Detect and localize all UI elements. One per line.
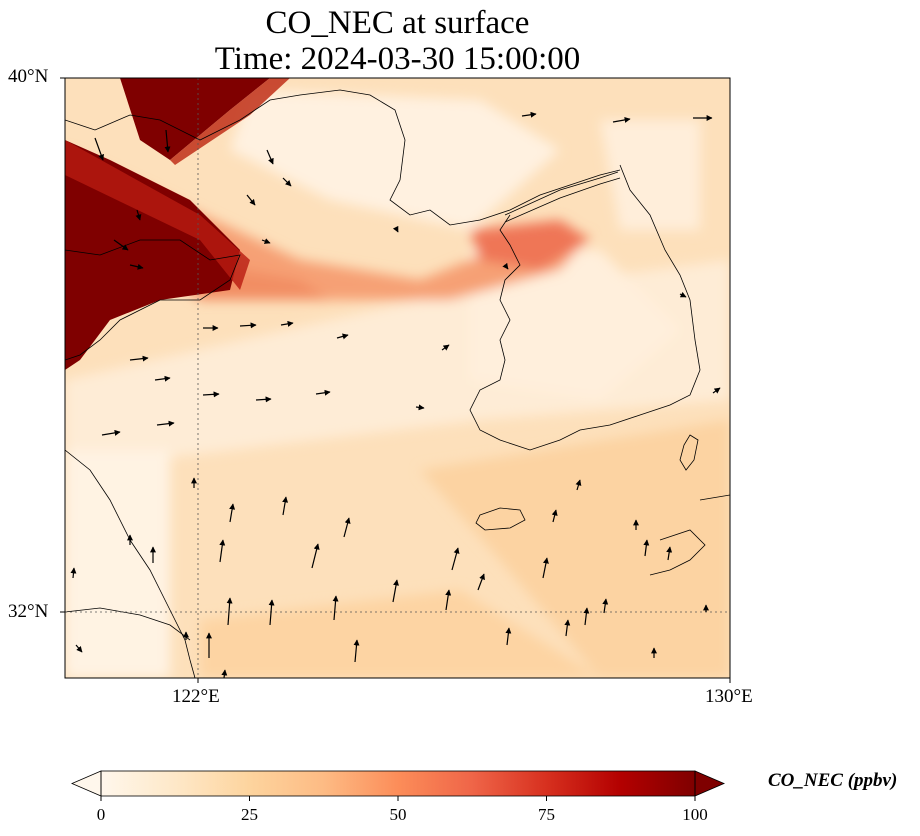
wind-arrow (164, 129, 171, 153)
colorbar-tick-75: 75 (538, 805, 555, 824)
wind-arrow (129, 263, 144, 270)
wind-arrow (261, 238, 271, 244)
gridlines (65, 78, 730, 678)
wind-arrow (226, 597, 233, 626)
wind-arrow (332, 595, 339, 621)
wind-arrow (219, 539, 226, 563)
colorbar-label: CO_NEC (ppbv) (768, 770, 898, 791)
wind-arrow (505, 627, 512, 646)
wind-arrow (135, 209, 142, 221)
colorbar-tick-0: 0 (96, 805, 106, 824)
wind-arrow (392, 225, 399, 233)
wind-arrow (311, 543, 320, 569)
wind-arrow (255, 396, 272, 403)
wind-arrow (521, 111, 537, 118)
lon-label-130e: 130°E (705, 686, 753, 707)
concentration-field (65, 78, 730, 678)
wind-arrow (643, 539, 650, 557)
wind-arrow (154, 375, 171, 382)
wind-arrow (266, 149, 274, 165)
wind-arrow (502, 262, 509, 270)
wind-arrow (129, 355, 149, 362)
wind-arrow (202, 391, 220, 398)
wind-arrow (239, 322, 257, 329)
wind-arrow (583, 607, 590, 626)
wind-arrow (75, 644, 83, 653)
wind-arrow (666, 546, 673, 561)
wind-arrow (575, 479, 582, 491)
map-frame (64, 77, 731, 679)
wind-arrow (477, 573, 485, 591)
wind-vectors (70, 111, 721, 679)
coastlines (65, 89, 730, 678)
wind-arrow (282, 496, 289, 516)
wind-arrow (451, 547, 460, 571)
wind-arrow (336, 333, 349, 340)
wind-arrow (679, 291, 687, 298)
wind-arrow (156, 420, 175, 427)
wind-arrow (113, 239, 129, 251)
map-title: CO_NEC at surface (265, 5, 530, 41)
colorbar-tick-50: 50 (389, 805, 407, 824)
wind-arrow (353, 639, 360, 663)
wind-arrow (70, 567, 77, 579)
colorbar-tick-25: 25 (241, 805, 258, 824)
lat-label-40n: 40°N (8, 66, 49, 87)
wind-arrow (94, 137, 104, 161)
wind-arrow (542, 557, 549, 579)
wind-arrow (246, 194, 256, 206)
wind-arrow (268, 599, 275, 626)
map-time: Time: 2024-03-30 15:00:00 (214, 41, 581, 77)
wind-arrow (101, 429, 121, 436)
wind-arrow (551, 509, 558, 523)
wind-arrow (343, 517, 351, 538)
wind-arrow (415, 404, 425, 411)
wind-arrow (612, 116, 631, 123)
wind-arrow (712, 387, 721, 394)
colorbar (70, 770, 726, 801)
wind-arrow (280, 320, 294, 327)
lat-label-32n: 32°N (8, 601, 49, 622)
wind-arrow (315, 389, 331, 396)
wind-arrow (229, 503, 236, 523)
wind-arrow (564, 619, 571, 637)
wind-arrow (602, 598, 609, 614)
wind-arrow (392, 579, 399, 603)
lon-label-122e: 122°E (172, 686, 220, 707)
wind-arrow (441, 344, 450, 351)
colorbar-tick-100: 100 (682, 805, 708, 824)
wind-arrow (282, 177, 292, 187)
wind-arrow (445, 589, 452, 611)
wind-arrow (221, 669, 228, 679)
